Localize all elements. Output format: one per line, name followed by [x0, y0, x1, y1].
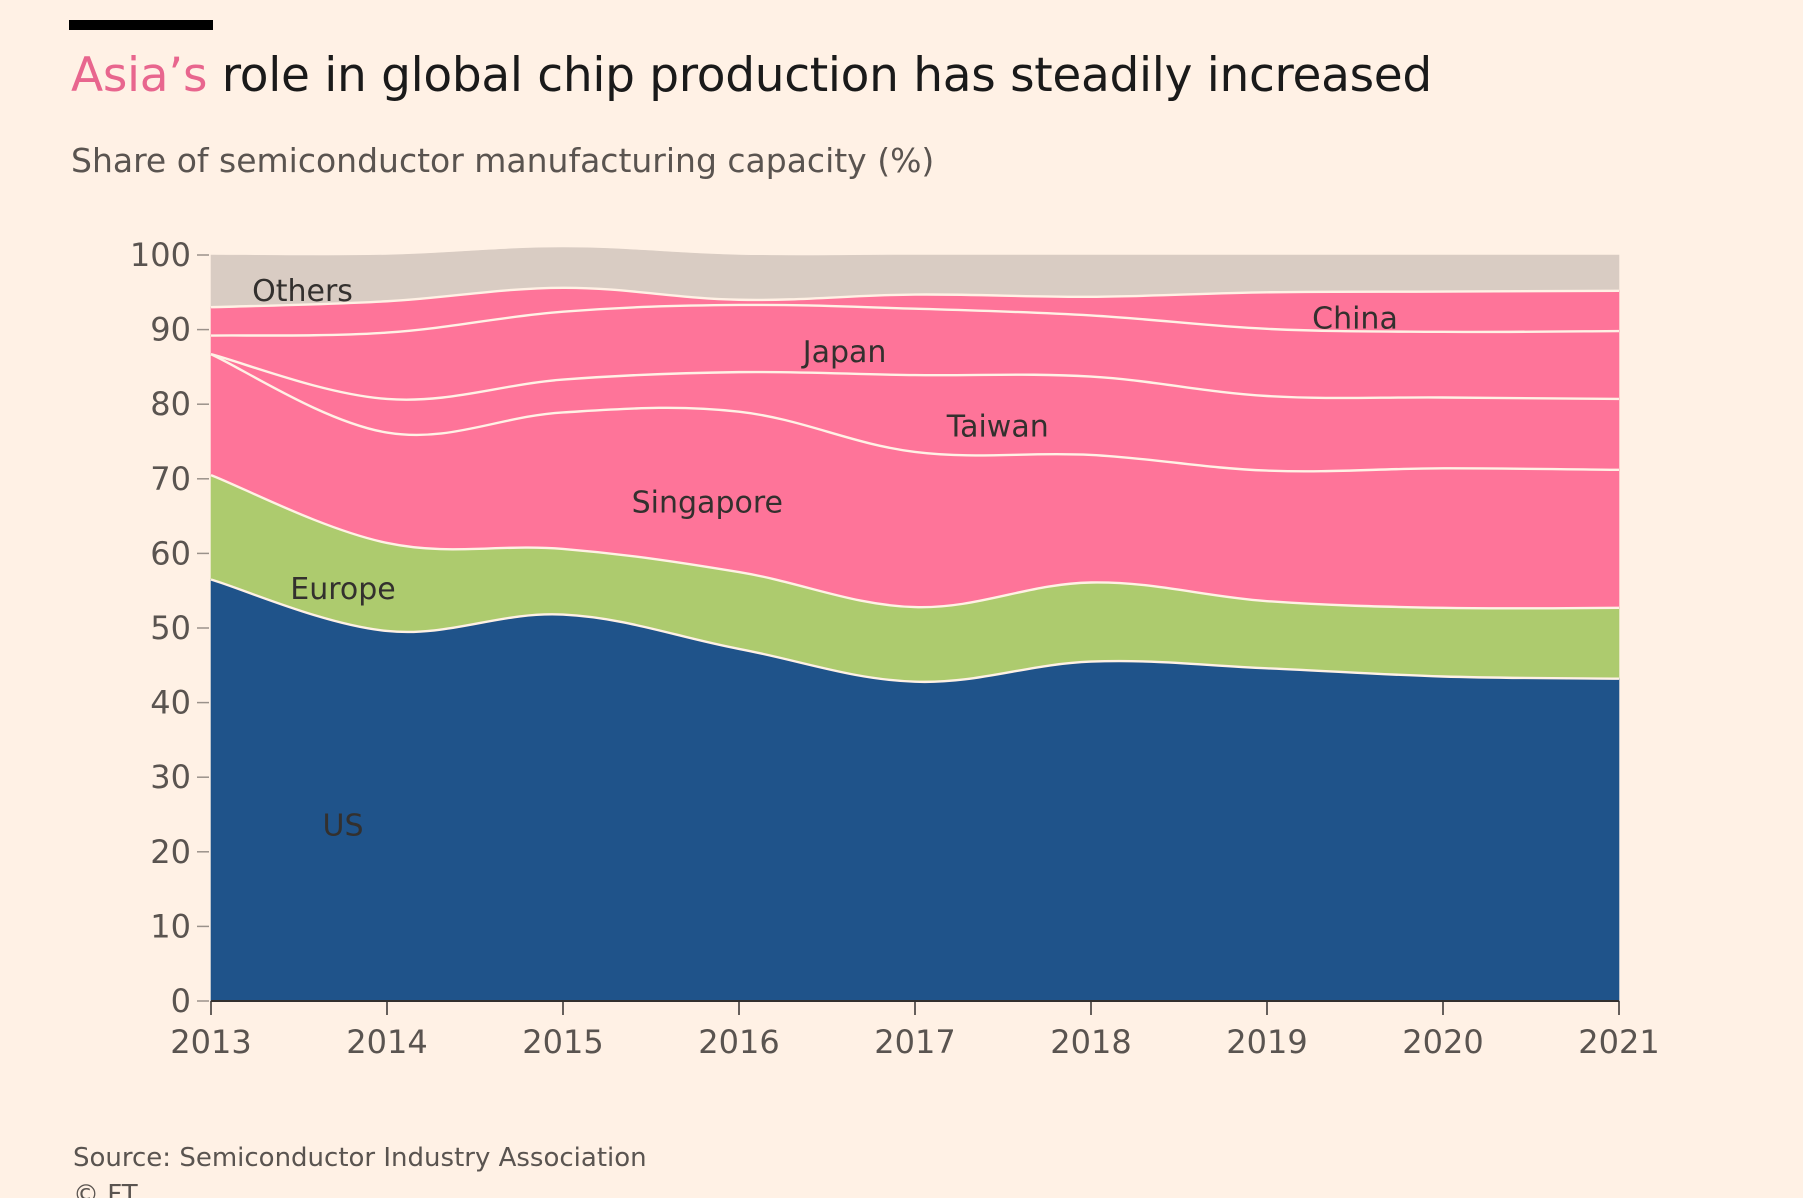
y-tick-label: 60	[150, 534, 191, 572]
boundary-lines	[210, 286, 1620, 684]
label-others: Others	[252, 274, 353, 309]
top-rule	[69, 20, 213, 30]
y-tick-label: 20	[150, 833, 191, 871]
y-tick-label: 40	[150, 684, 191, 722]
boundary-line-japan	[210, 303, 1620, 337]
label-europe: Europe	[290, 572, 396, 607]
copyright-note: © FT	[73, 1180, 138, 1198]
boundary-line-taiwan	[210, 353, 1620, 401]
title-highlight: Asia’s	[71, 48, 208, 103]
y-tick-label: 100	[130, 236, 191, 274]
x-tick-label: 2014	[346, 1023, 427, 1061]
label-china: China	[1312, 301, 1398, 336]
chart-subtitle: Share of semiconductor manufacturing cap…	[71, 141, 935, 180]
label-taiwan: Taiwan	[946, 410, 1049, 445]
y-tick-label: 10	[150, 907, 191, 945]
boundary-line-china	[210, 286, 1620, 309]
y-tick-label: 50	[150, 609, 191, 647]
label-us: US	[322, 809, 363, 844]
area-layers	[210, 247, 1620, 1002]
x-tick-label: 2015	[522, 1023, 603, 1061]
y-tick-label: 0	[171, 982, 191, 1020]
source-note: Source: Semiconductor Industry Associati…	[73, 1143, 647, 1173]
x-tick-label: 2016	[698, 1023, 779, 1061]
label-singapore: Singapore	[632, 486, 783, 521]
y-axis: 0 10 20 30 40 50 60 70 80 90 100	[130, 236, 209, 1020]
y-tick-label: 30	[150, 758, 191, 796]
x-tick-label: 2021	[1578, 1023, 1659, 1061]
x-tick-label: 2020	[1402, 1023, 1483, 1061]
y-tick-label: 80	[150, 385, 191, 423]
x-tick-label: 2017	[874, 1023, 955, 1061]
x-tick-label: 2018	[1050, 1023, 1131, 1061]
chart-title: Asia’s role in global chip production ha…	[71, 48, 1432, 103]
y-tick-label: 70	[150, 460, 191, 498]
y-tick-label: 90	[150, 311, 191, 349]
x-tick-label: 2019	[1226, 1023, 1307, 1061]
title-rest: role in global chip production has stead…	[207, 48, 1433, 103]
area-labels: Others China Japan Taiwan Singapore Europe US	[252, 274, 1398, 844]
label-japan: Japan	[801, 335, 887, 370]
boundary-line-europe	[210, 473, 1620, 610]
boundary-line-us	[210, 578, 1620, 684]
x-axis: 2013 2014 2015 2016 2017 2018 2019 2020 2021	[170, 1000, 1660, 1061]
boundary-line-singapore	[210, 353, 1620, 473]
x-tick-label: 2013	[170, 1023, 251, 1061]
